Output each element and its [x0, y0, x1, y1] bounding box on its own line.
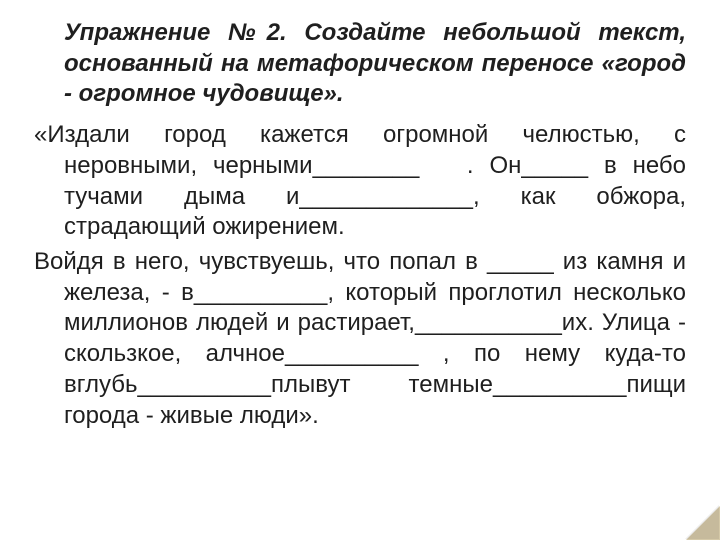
exercise-title: Упражнение №2. Создайте небольшой текст,…	[34, 18, 686, 110]
exercise-paragraph-1: «Издали город кажется огромной челюстью,…	[34, 120, 686, 243]
exercise-paragraph-2: Войдя в него, чувствуешь, что попал в __…	[34, 247, 686, 431]
slide-page: Упражнение №2. Создайте небольшой текст,…	[0, 0, 720, 540]
page-curl-decoration	[686, 506, 720, 540]
